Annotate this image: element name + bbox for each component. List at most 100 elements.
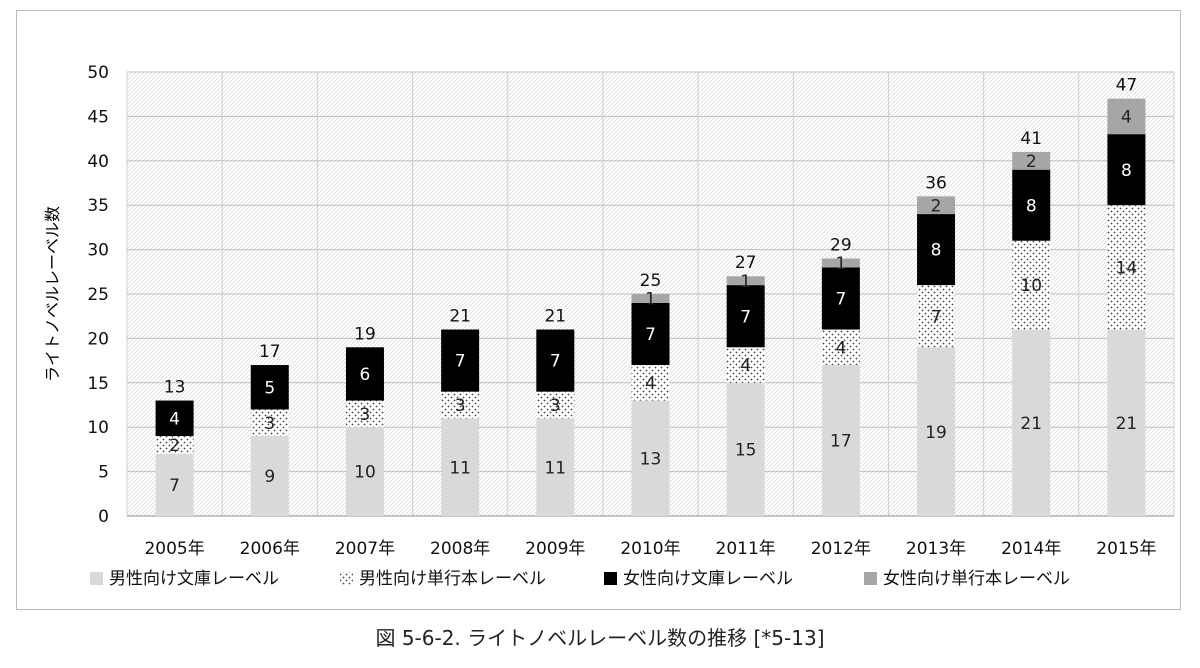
data-label: 21	[1020, 414, 1042, 434]
data-label: 13	[640, 449, 662, 469]
data-label: 4	[1121, 108, 1132, 128]
data-label: 15	[735, 441, 757, 461]
data-label: 17	[830, 432, 852, 452]
y-tick-label: 45	[87, 107, 109, 127]
x-axis: 2005年 2006年 2007年 2008年 2009年 2010年 2011年 2012年…	[144, 539, 1156, 559]
x-tick-label: 2015年	[1096, 539, 1156, 559]
data-label: 8	[1026, 196, 1037, 216]
data-label: 3	[264, 414, 275, 434]
x-tick-label: 2006年	[240, 539, 300, 559]
bar-segment	[631, 294, 670, 303]
bar-segment	[250, 409, 289, 437]
data-label: 10	[1020, 276, 1042, 296]
data-label: 4	[169, 409, 180, 429]
legend-label: 女性向け単行本レーベル	[883, 569, 1070, 589]
x-tick-label: 2008年	[430, 539, 490, 559]
total-label: 36	[925, 173, 947, 193]
data-label: 1	[835, 254, 846, 274]
bar-segment	[1012, 151, 1051, 170]
bar-segment	[726, 285, 765, 348]
bar-segment	[250, 365, 289, 410]
data-label: 7	[835, 290, 846, 310]
data-label: 5	[264, 378, 275, 398]
y-tick-label: 15	[87, 374, 109, 394]
data-label: 3	[360, 405, 371, 425]
bar-segment	[155, 436, 194, 454]
data-label: 2	[931, 196, 942, 216]
data-label: 14	[1116, 258, 1138, 278]
y-tick-label: 10	[87, 418, 109, 438]
data-label: 2	[169, 436, 180, 456]
legend-swatch	[604, 572, 617, 585]
legend: 男性向け文庫レーベル 男性向け単行本レーベル 女性向け文庫レーベル 女性向け単行本レー…	[90, 569, 1070, 589]
data-label: 6	[360, 365, 371, 385]
data-label: 1	[645, 290, 656, 310]
bar-segment	[1012, 240, 1051, 330]
bar-segment	[821, 365, 860, 516]
legend-swatch	[864, 572, 877, 585]
legend-label: 男性向け単行本レーベル	[359, 569, 546, 589]
bar-segment	[1107, 98, 1146, 135]
bar-segment	[441, 418, 480, 516]
data-label: 11	[544, 458, 566, 478]
legend-swatch	[340, 572, 353, 585]
bar-segment	[631, 302, 670, 366]
y-axis: 0 5 10 15 20 25 30 35 40 45 50	[87, 63, 109, 527]
x-tick-label: 2009年	[525, 539, 585, 559]
bar-segment	[536, 391, 575, 419]
data-label: 4	[740, 356, 751, 376]
data-label: 1	[740, 272, 751, 292]
bar-segment	[441, 391, 480, 419]
data-label: 7	[931, 307, 942, 327]
data-label: 4	[835, 338, 846, 358]
x-tick-label: 2007年	[335, 539, 395, 559]
y-axis-title: ライトノベルレーベル数	[43, 206, 62, 382]
total-label: 13	[164, 378, 186, 398]
data-label: 8	[1121, 161, 1132, 181]
total-label: 21	[449, 307, 471, 327]
x-tick-label: 2012年	[811, 539, 871, 559]
data-label: 2	[1026, 152, 1037, 172]
bar-segment	[917, 285, 956, 348]
bar-segment	[821, 258, 860, 268]
bar-segment	[821, 329, 860, 366]
x-tick-label: 2010年	[620, 539, 680, 559]
bar-segment	[536, 329, 575, 392]
data-label: 4	[645, 374, 656, 394]
bar-segment	[726, 276, 765, 286]
total-label: 25	[640, 271, 662, 291]
data-label: 7	[169, 476, 180, 496]
bar-segment	[726, 347, 765, 383]
bar-segment	[726, 382, 765, 516]
bar-segment	[536, 418, 575, 516]
data-label: 7	[455, 352, 466, 372]
segment-labels: 7249351036113711371347115471174711978221…	[169, 108, 1137, 497]
figure-caption: 図 5-6-2. ライトノベルレーベル数の推移 [*5-13]	[375, 626, 825, 650]
bar-segment	[250, 436, 289, 516]
data-label: 11	[449, 458, 471, 478]
total-label: 17	[259, 342, 281, 362]
bar-segment	[917, 347, 956, 516]
total-label: 21	[544, 307, 566, 327]
data-label: 19	[925, 423, 947, 443]
bar-segment	[441, 329, 480, 392]
y-tick-label: 20	[87, 329, 109, 349]
bar-segment	[917, 214, 956, 286]
legend-label: 女性向け文庫レーベル	[623, 569, 793, 589]
total-label: 47	[1116, 76, 1138, 96]
gridlines	[126, 71, 1175, 517]
bar-segment	[345, 347, 384, 401]
bar-segment	[917, 196, 956, 215]
bar-segment	[631, 365, 670, 401]
data-label: 3	[455, 396, 466, 416]
y-tick-label: 5	[98, 463, 109, 483]
legend-swatch	[90, 572, 103, 585]
bar-segment	[631, 400, 670, 516]
y-tick-label: 25	[87, 285, 109, 305]
data-label: 8	[931, 241, 942, 261]
bar-segment	[821, 267, 860, 330]
data-label: 7	[550, 352, 561, 372]
legend-label: 男性向け文庫レーベル	[109, 569, 279, 589]
